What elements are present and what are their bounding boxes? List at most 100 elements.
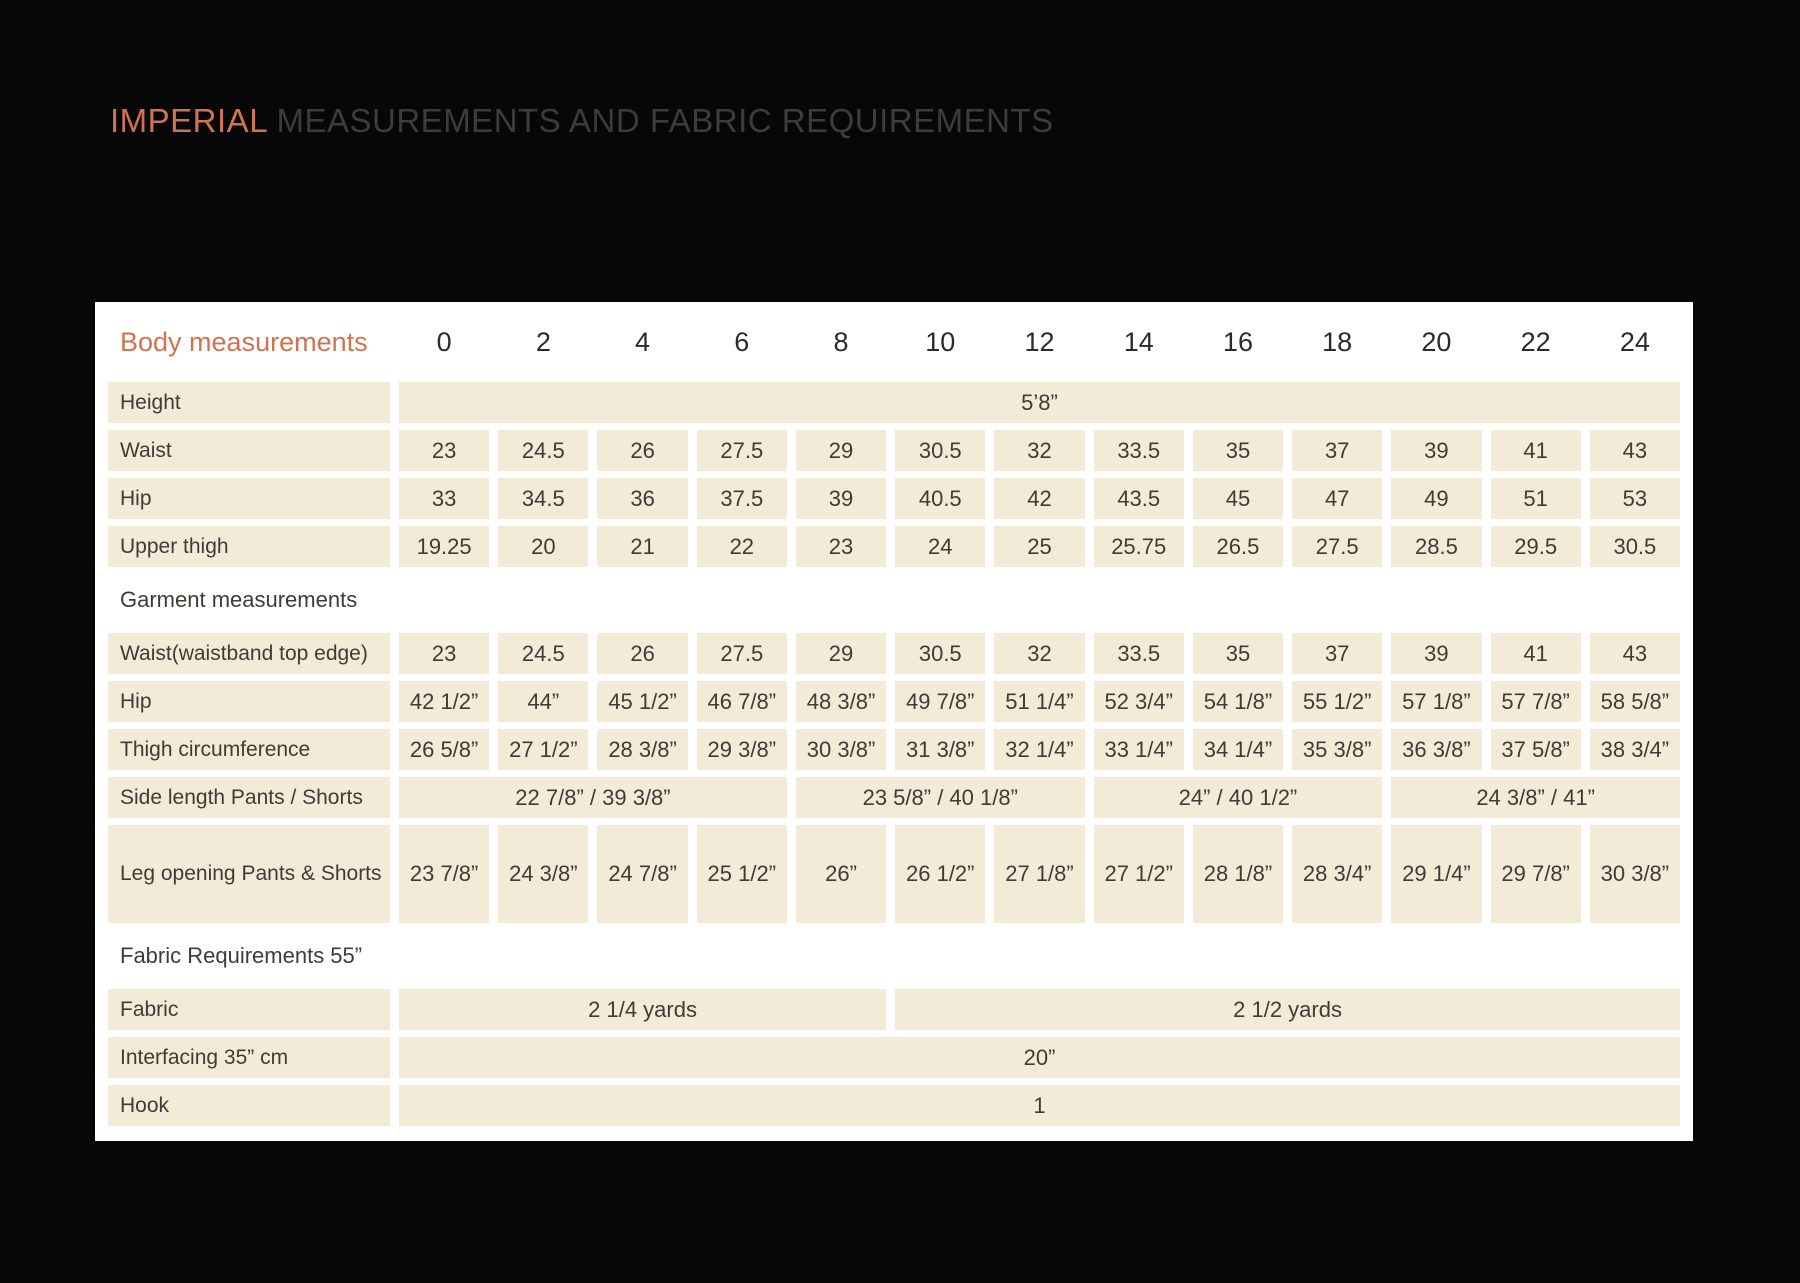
table-header-row: Body measurements 0 2 4 6 8 10 12 14 16 18 20 22 24 [108, 302, 1680, 382]
value-cell: 39 [795, 478, 887, 519]
value-cell: 30.5 [1589, 526, 1680, 567]
row-label: Leg opening Pants & Shorts [108, 825, 390, 923]
table-row: Fabric 2 1/4 yards 2 1/2 yards [108, 989, 1680, 1030]
value-cell: 5’8” [399, 382, 1680, 423]
value-cell: 30 3/8” [795, 729, 887, 770]
value-cell: 32 [994, 430, 1085, 471]
value-cell: 35 [1192, 430, 1284, 471]
row-values: 19.25 20 21 22 23 24 25 25.75 26.5 27.5 28.5 29.5 30… [399, 526, 1680, 567]
value-cell: 29 1/4” [1391, 825, 1482, 923]
value-cell: 19.25 [399, 526, 490, 567]
row-values: 23 24.5 26 27.5 29 30.5 32 33.5 35 37 39 41 43 [399, 633, 1680, 674]
value-cell: 47 [1292, 478, 1383, 519]
value-cell: 33.5 [1093, 633, 1184, 674]
table-row: Waist(waistband top edge) 23 24.5 26 27.5 29 3… [108, 633, 1680, 674]
value-cell: 29 [795, 430, 887, 471]
table-row: Upper thigh 19.25 20 21 22 23 24 25 25.75 26.5 27.… [108, 526, 1680, 567]
row-label: Upper thigh [108, 526, 390, 567]
row-values: 26 5/8” 27 1/2” 28 3/8” 29 3/8” 30 3/8” 31 3/… [399, 729, 1680, 770]
value-cell: 27 1/8” [994, 825, 1085, 923]
row-label: Hook [108, 1085, 390, 1126]
value-cell: 23 [399, 430, 490, 471]
table-row: Hip 33 34.5 36 37.5 39 40.5 42 43.5 45 47 49 51 53 [108, 478, 1680, 519]
value-cell: 25 [994, 526, 1085, 567]
value-cell: 51 [1490, 478, 1581, 519]
value-cell: 23 [399, 633, 490, 674]
value-cell: 40.5 [895, 478, 986, 519]
value-cell: 36 [597, 478, 688, 519]
value-cell: 29 3/8” [696, 729, 787, 770]
size-column-header: 14 [1123, 326, 1154, 357]
value-cell: 45 [1192, 478, 1284, 519]
value-cell: 26.5 [1192, 526, 1284, 567]
value-cell: 37 [1292, 430, 1383, 471]
row-values: 5’8” [399, 382, 1680, 423]
table-row: Hook 1 [108, 1085, 1680, 1126]
section-header: Garment measurements [108, 574, 1680, 626]
table-header-label: Body measurements [120, 326, 368, 357]
page-title: IMPERIAL MEASUREMENTS AND FABRIC REQUIRE… [110, 102, 1054, 140]
value-cell: 43 [1589, 430, 1680, 471]
size-column-header: 16 [1222, 326, 1253, 357]
value-cell: 54 1/8” [1192, 681, 1284, 722]
table-row: Side length Pants / Shorts 22 7/8” / 39 3… [108, 777, 1680, 818]
value-cell: 48 3/8” [795, 681, 887, 722]
value-cell: 27.5 [696, 633, 787, 674]
section-header: Fabric Requirements 55” [108, 930, 1680, 982]
value-cell: 33 [399, 478, 490, 519]
value-cell: 39 [1391, 430, 1482, 471]
table-body: Height 5’8” Waist 23 24.5 26 27.5 29 30.5 32 33.5 3… [108, 382, 1680, 1126]
size-column-header: 4 [635, 326, 651, 357]
value-cell: 1 [399, 1085, 1680, 1126]
value-cell: 28 3/8” [597, 729, 688, 770]
value-cell: 29 [795, 633, 887, 674]
size-header-row: 0 2 4 6 8 10 12 14 16 18 20 22 24 [399, 327, 1680, 358]
table-row: Thigh circumference 26 5/8” 27 1/2” 28 3/8”… [108, 729, 1680, 770]
table-row: Height 5’8” [108, 382, 1680, 423]
value-cell: 37.5 [696, 478, 787, 519]
value-cell: 24.5 [498, 633, 589, 674]
value-cell: 46 7/8” [696, 681, 787, 722]
value-cell: 57 1/8” [1391, 681, 1482, 722]
value-cell: 32 [994, 633, 1085, 674]
value-cell: 44” [498, 681, 589, 722]
table-row: Leg opening Pants & Shorts 23 7/8” 24 3/8”… [108, 825, 1680, 923]
value-cell: 30.5 [895, 633, 986, 674]
row-label: Hip [108, 681, 390, 722]
row-label: Interfacing 35” cm [108, 1037, 390, 1078]
size-column-header: 2 [535, 326, 551, 357]
value-cell: 55 1/2” [1292, 681, 1383, 722]
row-label: Side length Pants / Shorts [108, 777, 390, 818]
value-cell: 49 7/8” [895, 681, 986, 722]
row-label: Thigh circumference [108, 729, 390, 770]
value-cell: 36 3/8” [1391, 729, 1482, 770]
value-cell: 27.5 [1292, 526, 1383, 567]
value-cell: 33 1/4” [1093, 729, 1184, 770]
size-column-header: 18 [1322, 326, 1353, 357]
row-values: 23 24.5 26 27.5 29 30.5 32 33.5 35 37 39 41 43 [399, 430, 1680, 471]
value-cell: 25 1/2” [696, 825, 787, 923]
value-cell: 20” [399, 1037, 1680, 1078]
value-cell: 28 1/8” [1192, 825, 1284, 923]
value-cell: 41 [1490, 633, 1581, 674]
value-cell: 24 3/8” [498, 825, 589, 923]
value-cell: 58 5/8” [1589, 681, 1680, 722]
value-cell: 24 [895, 526, 986, 567]
value-cell: 57 7/8” [1490, 681, 1581, 722]
table-row: Waist 23 24.5 26 27.5 29 30.5 32 33.5 35 37 39 41 43 [108, 430, 1680, 471]
value-cell: 24” / 40 1/2” [1093, 777, 1383, 818]
value-cell: 24.5 [498, 430, 589, 471]
value-cell: 29 7/8” [1490, 825, 1581, 923]
value-cell: 25.75 [1093, 526, 1184, 567]
value-cell: 33.5 [1093, 430, 1184, 471]
value-cell: 24 3/8” / 41” [1391, 777, 1680, 818]
row-label: Waist [108, 430, 390, 471]
value-cell: 32 1/4” [994, 729, 1085, 770]
row-values: 1 [399, 1085, 1680, 1126]
value-cell: 27 1/2” [498, 729, 589, 770]
title-rest: MEASUREMENTS AND FABRIC REQUIREMENTS [266, 102, 1054, 139]
value-cell: 34 1/4” [1192, 729, 1284, 770]
value-cell: 26 [597, 633, 688, 674]
value-cell: 23 7/8” [399, 825, 490, 923]
value-cell: 30 3/8” [1589, 825, 1680, 923]
